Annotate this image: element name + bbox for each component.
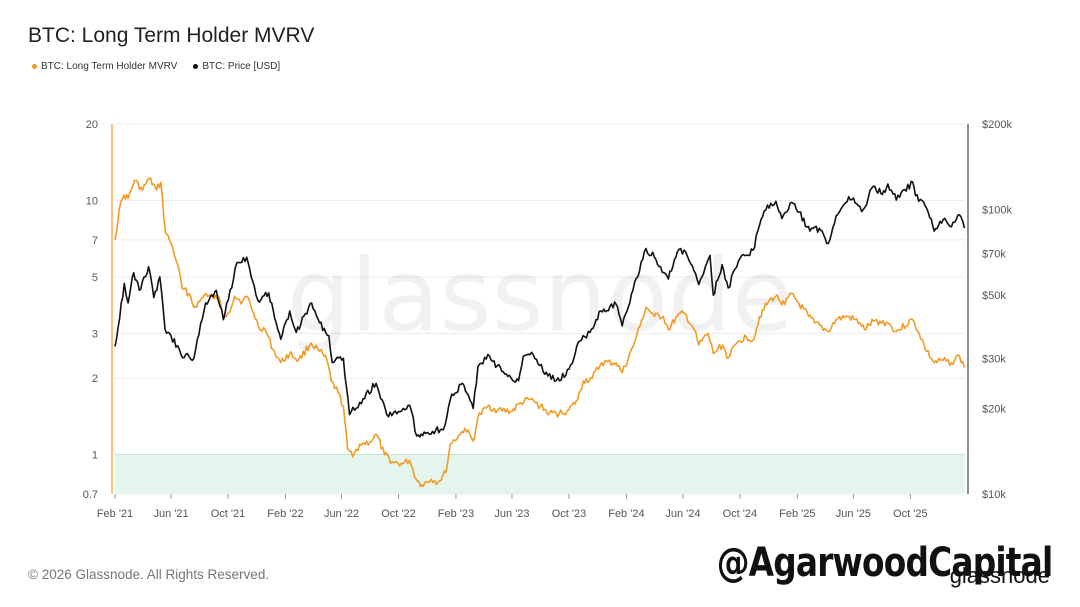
right-tick-label: $20k [982,403,1006,415]
left-tick-label: 3 [92,328,98,340]
right-tick-label: $50k [982,290,1006,302]
x-tick-label: Jun '23 [494,508,529,520]
agarwood-handle-overlay: @AgarwoodCapital [716,540,1053,586]
legend-label-price: BTC: Price [USD] [202,61,281,72]
x-tick-label: Feb '23 [438,508,474,520]
series-line-price [114,180,966,438]
right-tick-label: $10k [982,489,1006,501]
glassnode-logo: glassnode [949,563,1050,588]
legend-dot-mvrv [32,64,37,69]
right-tick-label: $200k [982,119,1012,131]
x-tick-label: Oct '23 [552,508,587,520]
mvrv-below-one-band [115,454,965,494]
x-tick-label: Oct '24 [723,508,758,520]
left-tick-label: 20 [86,119,98,131]
x-tick-label: Oct '21 [211,508,246,520]
x-tick-label: Oct '22 [381,508,416,520]
legend-dot-price [193,64,199,69]
x-tick-label: Oct '25 [893,508,928,520]
right-tick-label: $70k [982,249,1006,261]
x-tick-label: Jun '24 [665,508,700,520]
x-axis: Feb '21 Jun '21 Oct '21 Feb '22 Jun '22 Oct '… [97,494,928,520]
chart-title: BTC: Long Term Holder MVRV [28,24,315,47]
legend-label-mvrv: BTC: Long Term Holder MVRV [41,61,178,72]
left-tick-label: 0.7 [83,489,98,501]
x-tick-label: Jun '21 [153,508,188,520]
left-tick-label: 5 [92,272,98,284]
series-line-mvrv [114,177,966,488]
x-tick-label: Feb '24 [608,508,644,520]
x-tick-label: Feb '22 [267,508,303,520]
left-axis: 0.7 1 2 3 5 7 10 20 [83,119,98,501]
right-tick-label: $100k [982,205,1012,217]
right-axis: $10k $20k $30k $50k $70k $100k $200k [982,119,1012,501]
left-tick-label: 2 [92,373,98,385]
legend-item-price[interactable]: BTC: Price [USD] [193,61,280,72]
copyright-footer: © 2026 Glassnode. All Rights Reserved. [28,567,270,582]
legend-item-mvrv[interactable]: BTC: Long Term Holder MVRV [32,61,177,72]
legend: BTC: Long Term Holder MVRV BTC: Price [U… [32,61,280,72]
x-tick-label: Jun '25 [836,508,871,520]
left-tick-label: 10 [86,196,98,208]
left-tick-label: 1 [92,450,98,462]
x-tick-label: Feb '21 [97,508,133,520]
x-tick-label: Jun '22 [324,508,359,520]
glassnode-watermark: glassnode [287,237,793,354]
left-tick-label: 7 [92,235,98,247]
right-tick-label: $30k [982,353,1006,365]
x-tick-label: Feb '25 [779,508,815,520]
